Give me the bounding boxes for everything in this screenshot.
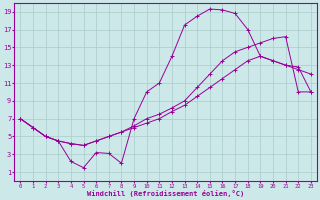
X-axis label: Windchill (Refroidissement éolien,°C): Windchill (Refroidissement éolien,°C) bbox=[87, 190, 244, 197]
